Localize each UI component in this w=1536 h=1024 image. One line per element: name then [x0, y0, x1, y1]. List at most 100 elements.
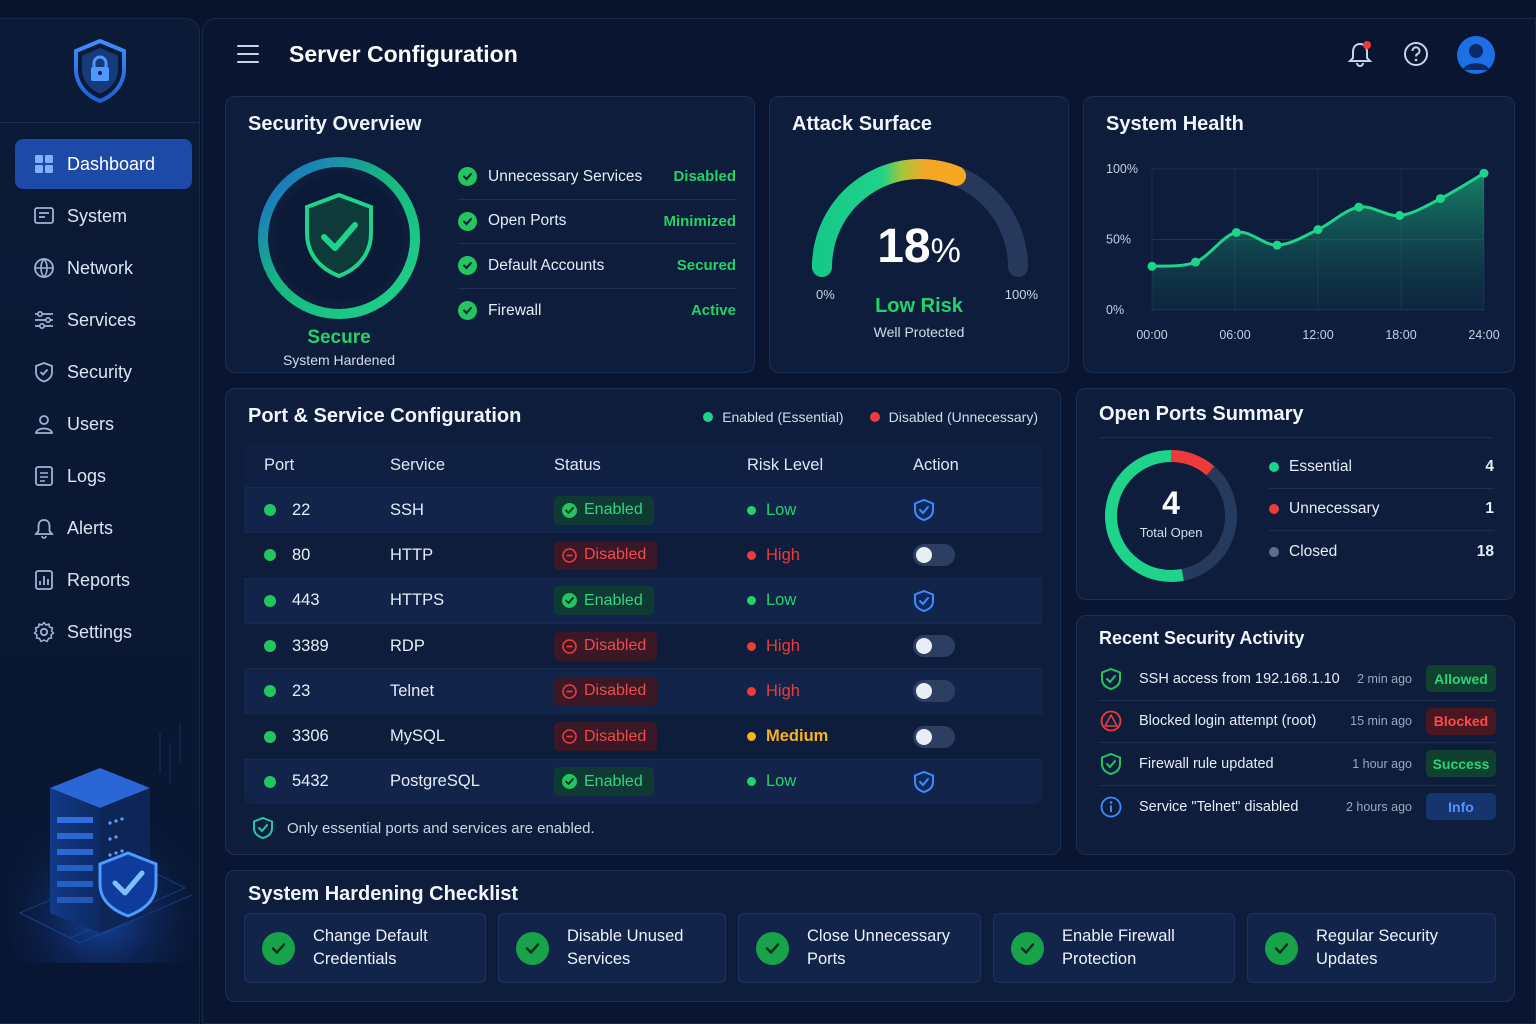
divider — [1099, 437, 1492, 438]
health-point — [1147, 261, 1157, 271]
service-toggle[interactable] — [913, 680, 955, 703]
service-name: RDP — [390, 636, 425, 655]
sidebar-item-alerts[interactable]: Alerts — [15, 503, 192, 553]
activity-row: SSH access from 192.168.1.10 2 min ago All… — [1099, 658, 1496, 701]
gauge-max-label: 100% — [1004, 287, 1038, 302]
port-legend: Enabled (Essential) Disabled (Unnecessar… — [703, 409, 1038, 425]
table-row: 23 Telnet Disabled High — [244, 668, 1042, 714]
x-tick-label: 06:00 — [1219, 328, 1250, 342]
check-value: Disabled — [673, 168, 736, 186]
shield-check-icon[interactable] — [913, 589, 935, 613]
checklist-line2: Protection — [1062, 950, 1137, 968]
card-title: System Health — [1106, 113, 1244, 135]
reports-icon — [33, 569, 55, 591]
sidebar-item-reports[interactable]: Reports — [15, 555, 192, 605]
port-number: 3306 — [292, 727, 329, 746]
activity-list: SSH access from 192.168.1.10 2 min ago All… — [1099, 658, 1496, 828]
status-cell: Enabled — [538, 586, 731, 616]
security-overview-card: Security Overview Secure System Hardened… — [225, 96, 755, 373]
action-cell — [897, 498, 1042, 522]
shield-check-icon — [253, 816, 273, 840]
status-text: Enabled — [584, 591, 643, 609]
col-action: Action — [913, 455, 959, 474]
sidebar-item-network[interactable]: Network — [15, 243, 192, 293]
sidebar-item-label: Reports — [67, 569, 131, 590]
checklist-line2: Credentials — [313, 950, 397, 968]
sidebar-item-dashboard[interactable]: Dashboard — [15, 139, 192, 189]
health-point — [1313, 225, 1323, 235]
sidebar-item-system[interactable]: System — [15, 191, 192, 241]
check-circle-icon — [1011, 931, 1044, 965]
sidebar-item-settings[interactable]: Settings — [15, 607, 192, 657]
legend-dot — [1269, 461, 1279, 472]
card-title: Port & Service Configuration — [248, 405, 522, 427]
risk-sub: Well Protected — [873, 324, 965, 340]
open-ports-row: Unnecessary 1 — [1269, 489, 1494, 531]
sidebar-item-security[interactable]: Security — [15, 347, 192, 397]
risk-dot — [747, 505, 756, 515]
menu-icon[interactable] — [237, 45, 259, 63]
legend-disabled: Disabled (Unnecessary) — [888, 409, 1038, 425]
y-tick-label: 50% — [1106, 233, 1131, 247]
legend-dot-disabled — [869, 412, 880, 422]
col-service: Service — [390, 455, 446, 474]
port-status-dot — [264, 685, 276, 698]
security-ring — [258, 157, 420, 319]
service-toggle[interactable] — [913, 635, 955, 658]
table-row: 22 SSH Enabled Low — [244, 487, 1042, 533]
warning-icon — [1099, 709, 1123, 733]
activity-text: SSH access from 192.168.1.10 — [1139, 670, 1340, 687]
risk-cell: Low — [731, 501, 897, 520]
status-text: Enabled — [584, 501, 643, 519]
sidebar-item-users[interactable]: Users — [15, 399, 192, 449]
shield-check-icon[interactable] — [913, 498, 935, 522]
port-number: 23 — [292, 681, 311, 700]
service-name: PostgreSQL — [390, 772, 480, 791]
check-value: Secured — [676, 257, 736, 275]
page-title: Server Configuration — [289, 41, 518, 67]
x-tick-label: 00:00 — [1136, 328, 1167, 342]
port-cell: 3306 — [244, 727, 374, 746]
port-cell: 22 — [244, 501, 374, 520]
service-toggle[interactable] — [913, 544, 955, 567]
checklist-label: Change Default Credentials — [313, 925, 428, 971]
minus-circle-icon — [562, 638, 577, 654]
port-status-dot — [264, 640, 276, 653]
card-title: System Hardening Checklist — [248, 883, 519, 905]
activity-time: 2 hours ago — [1345, 799, 1412, 814]
activity-row: Service "Telnet" disabled 2 hours ago Info — [1099, 786, 1496, 829]
services-icon — [33, 309, 55, 331]
network-icon — [33, 257, 55, 279]
check-label: Unnecessary Services — [488, 167, 643, 185]
open-ports-count: 18 — [1476, 543, 1494, 561]
sidebar-item-logs[interactable]: Logs — [15, 451, 192, 501]
sidebar-item-label: Network — [67, 257, 134, 278]
risk-dot — [747, 596, 756, 606]
shield-lock-logo-icon — [73, 38, 126, 103]
table-header: Port Service Status Risk Level Action — [244, 443, 1042, 487]
check-value: Minimized — [663, 212, 736, 230]
notification-bell-icon[interactable] — [1345, 39, 1375, 69]
security-checks-list: Unnecessary Services Disabled Open Ports Mi… — [458, 155, 736, 333]
check-circle-icon — [1265, 931, 1298, 965]
shield-check-icon — [1099, 752, 1123, 776]
bell-icon — [33, 517, 55, 539]
service-name: MySQL — [390, 727, 446, 746]
risk-text: Low — [766, 500, 797, 519]
info-icon — [1099, 795, 1123, 819]
help-icon[interactable] — [1401, 39, 1431, 69]
action-cell — [897, 635, 1042, 658]
checklist-line2: Services — [567, 950, 631, 968]
shield-check-icon[interactable] — [913, 770, 935, 794]
check-circle-icon — [516, 931, 549, 965]
health-point — [1272, 240, 1282, 250]
service-toggle[interactable] — [913, 725, 955, 748]
minus-circle-icon — [562, 548, 577, 563]
user-avatar[interactable] — [1457, 36, 1495, 74]
sidebar-item-services[interactable]: Services — [15, 295, 192, 345]
minus-circle-icon — [562, 729, 577, 744]
port-cell: 23 — [244, 682, 374, 701]
check-label: Default Accounts — [488, 256, 605, 274]
status-text: Disabled — [584, 682, 647, 700]
risk-cell: Low — [731, 772, 897, 791]
